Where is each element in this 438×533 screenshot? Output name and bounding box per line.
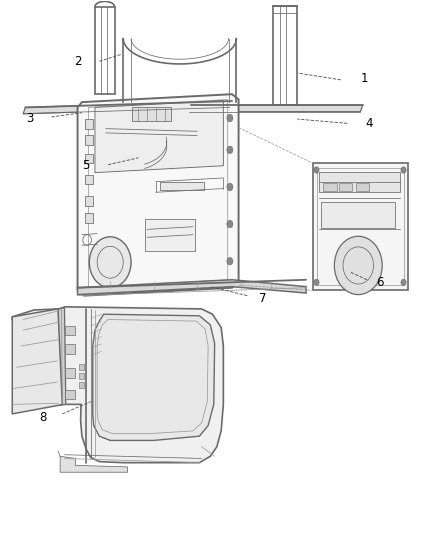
Text: 3: 3 [26,111,33,125]
Text: 4: 4 [365,117,373,130]
Polygon shape [188,106,363,112]
Polygon shape [58,308,66,406]
Circle shape [314,167,319,173]
Text: 5: 5 [83,159,90,172]
FancyBboxPatch shape [356,183,369,191]
FancyBboxPatch shape [132,108,171,120]
Circle shape [401,279,406,286]
FancyBboxPatch shape [65,344,75,354]
Polygon shape [93,314,215,440]
Circle shape [227,146,233,154]
FancyBboxPatch shape [339,183,352,191]
Polygon shape [23,101,232,114]
FancyBboxPatch shape [85,196,93,206]
Polygon shape [313,163,408,290]
Text: 2: 2 [74,55,81,68]
FancyBboxPatch shape [323,183,336,191]
Text: 6: 6 [376,276,384,289]
Circle shape [227,183,233,191]
Circle shape [227,114,233,122]
FancyBboxPatch shape [85,119,93,128]
FancyBboxPatch shape [319,172,399,192]
FancyBboxPatch shape [65,390,75,399]
FancyBboxPatch shape [145,219,195,251]
FancyBboxPatch shape [85,135,93,144]
Circle shape [334,236,382,295]
Polygon shape [78,280,306,295]
Polygon shape [12,309,62,414]
Circle shape [401,167,406,173]
FancyBboxPatch shape [79,373,84,379]
Polygon shape [78,94,239,296]
FancyBboxPatch shape [85,214,93,223]
FancyBboxPatch shape [65,368,75,378]
FancyBboxPatch shape [85,154,93,163]
FancyBboxPatch shape [79,364,84,370]
Circle shape [227,220,233,228]
FancyBboxPatch shape [85,175,93,184]
FancyBboxPatch shape [160,182,204,190]
Polygon shape [12,307,223,463]
FancyBboxPatch shape [65,326,75,335]
FancyBboxPatch shape [79,382,84,388]
FancyBboxPatch shape [321,202,395,228]
Circle shape [314,279,319,286]
Polygon shape [60,456,127,472]
Text: 1: 1 [361,72,368,85]
Text: 8: 8 [39,411,46,424]
Polygon shape [95,101,223,173]
Circle shape [227,257,233,265]
Circle shape [89,237,131,288]
Text: 7: 7 [259,292,266,305]
